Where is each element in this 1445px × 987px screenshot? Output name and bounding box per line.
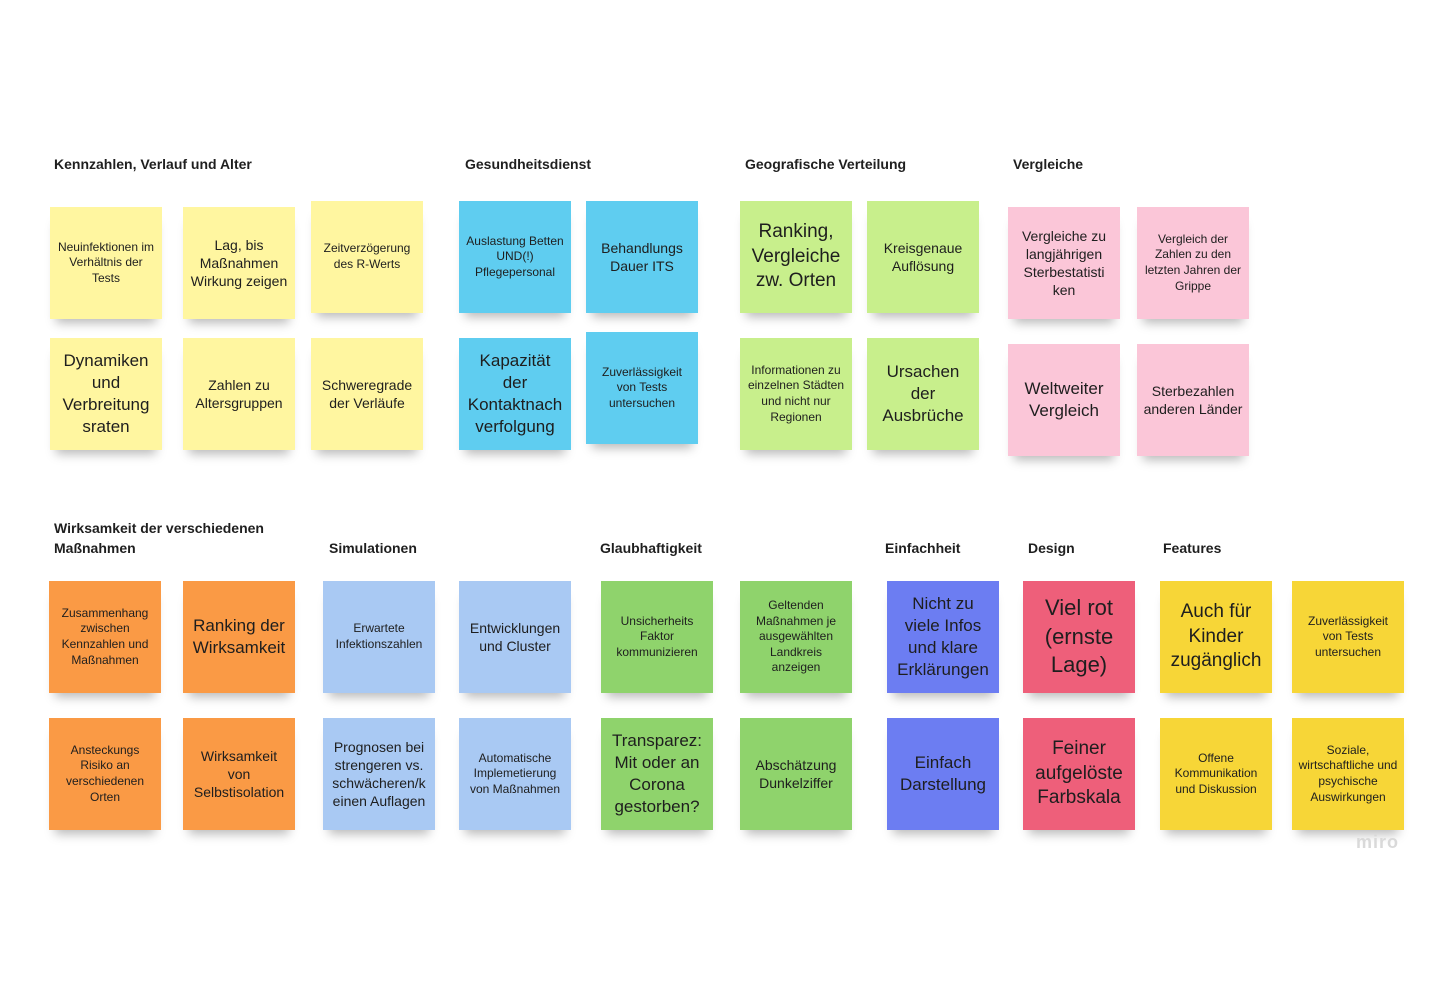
sticky-note-text: Vergleich der Zahlen zu den letzten Jahr… (1144, 231, 1242, 293)
sticky-note[interactable]: Auch für Kinder zugänglich (1160, 581, 1272, 693)
miro-logo: miro (1356, 832, 1400, 852)
sticky-note[interactable]: Prognosen bei strengeren vs. schwächeren… (323, 718, 435, 830)
sticky-note-text: Ranking, Vergleiche zw. Orten (751, 220, 841, 292)
sticky-note[interactable]: Automatische Implemetierung von Maßnahme… (459, 718, 571, 830)
sticky-note[interactable]: Zahlen zu Altersgruppen (183, 338, 295, 450)
sticky-note-text: Zeitverzögerung des R-Werts (323, 241, 411, 271)
sticky-note[interactable]: Informationen zu einzelnen Städten und n… (740, 338, 852, 450)
sticky-note-text: Wirksamkeit von Selbstisolation (193, 747, 285, 801)
sticky-note[interactable]: Lag, bis Maßnahmen Wirkung zeigen (183, 207, 295, 319)
sticky-note-text: Ansteckungs Risiko an verschiedenen Orte… (65, 742, 145, 804)
section-heading-vergleiche: Vergleiche (1013, 156, 1084, 172)
section-heading-einfachheit: Einfachheit (885, 540, 961, 556)
section-heading-geografische-verteilung: Geografische Verteilung (745, 156, 907, 172)
sticky-note[interactable]: Weltweiter Vergleich (1008, 344, 1120, 456)
sticky-note[interactable]: Vergleich der Zahlen zu den letzten Jahr… (1137, 207, 1249, 319)
sticky-note[interactable]: Ansteckungs Risiko an verschiedenen Orte… (49, 718, 161, 830)
sticky-note-text: Lag, bis Maßnahmen Wirkung zeigen (190, 236, 288, 290)
sticky-note[interactable]: Behandlungs Dauer ITS (586, 201, 698, 313)
section-heading-simulationen: Simulationen (329, 540, 417, 556)
sticky-note-text: Neuinfektionen im Verhältnis der Tests (57, 239, 155, 285)
section-heading-wirksamkeit: Wirksamkeit der verschiedenen Maßnahmen (54, 520, 264, 556)
sticky-note-text: Zuverlässigkeit von Tests untersuchen (601, 364, 683, 410)
sticky-note-text: Weltweiter Vergleich (1024, 378, 1104, 420)
sticky-note[interactable]: Vergleiche zu langjährigen Sterbestatist… (1008, 207, 1120, 319)
section-heading-design: Design (1028, 540, 1075, 556)
sticky-note-text: Vergleiche zu langjährigen Sterbestatist… (1021, 227, 1107, 299)
sticky-note[interactable]: Viel rot (ernste Lage) (1023, 581, 1135, 693)
sticky-note-text: Transparez: Mit oder an Corona gestorben… (611, 730, 703, 817)
sticky-note[interactable]: Ranking der Wirksamkeit (183, 581, 295, 693)
sticky-note[interactable]: Unsicherheits Faktor kommunizieren (601, 581, 713, 693)
section-heading-features: Features (1163, 540, 1222, 556)
sticky-note-text: Viel rot (ernste Lage) (1044, 595, 1114, 678)
sticky-note[interactable]: Abschätzung Dunkelziffer (740, 718, 852, 830)
sticky-note-text: Informationen zu einzelnen Städten und n… (747, 362, 845, 424)
sticky-note-text: Abschätzung Dunkelziffer (755, 756, 837, 791)
sticky-note[interactable]: Kreisgenaue Auflösung (867, 201, 979, 313)
sticky-note[interactable]: Offene Kommunikation und Diskussion (1160, 718, 1272, 830)
sticky-note-text: Dynamiken und Verbreitung sraten (62, 350, 150, 437)
section-heading-gesundheitsdienst: Gesundheitsdienst (465, 156, 592, 172)
sticky-note-text: Auslastung Betten UND(!) Pflegepersonal (466, 233, 564, 279)
sticky-note-text: Automatische Implemetierung von Maßnahme… (469, 750, 561, 796)
sticky-note[interactable]: Sterbezahlen anderen Länder (1137, 344, 1249, 456)
sticky-note-text: Einfach Darstellung (900, 752, 986, 794)
sticky-note-text: Ursachen der Ausbrüche (882, 361, 964, 426)
sticky-note-text: Entwicklungen und Cluster (469, 619, 561, 654)
sticky-note[interactable]: Zeitverzögerung des R-Werts (311, 201, 423, 313)
sticky-note[interactable]: Transparez: Mit oder an Corona gestorben… (601, 718, 713, 830)
sticky-note[interactable]: Neuinfektionen im Verhältnis der Tests (50, 207, 162, 319)
sticky-note-text: Zusammenhang zwischen Kennzahlen und Maß… (61, 605, 149, 667)
sticky-note[interactable]: Wirksamkeit von Selbstisolation (183, 718, 295, 830)
sticky-note[interactable]: Kapazität der Kontaktnach verfolgung (459, 338, 571, 450)
sticky-note[interactable]: Zuverlässigkeit von Tests untersuchen (1292, 581, 1404, 693)
sticky-note[interactable]: Einfach Darstellung (887, 718, 999, 830)
sticky-note-text: Kapazität der Kontaktnach verfolgung (467, 350, 563, 437)
section-heading-kennzahlen: Kennzahlen, Verlauf und Alter (54, 156, 252, 172)
sticky-note[interactable]: Geltenden Maßnahmen je ausgewählten Land… (740, 581, 852, 693)
sticky-note-text: Ranking der Wirksamkeit (192, 615, 286, 657)
sticky-note-text: Auch für Kinder zugänglich (1170, 600, 1262, 672)
sticky-note[interactable]: Soziale, wirtschaftliche und psychische … (1292, 718, 1404, 830)
sticky-note[interactable]: Nicht zu viele Infos und klare Erklärung… (887, 581, 999, 693)
sticky-note[interactable]: Entwicklungen und Cluster (459, 581, 571, 693)
sticky-note[interactable]: Zusammenhang zwischen Kennzahlen und Maß… (49, 581, 161, 693)
sticky-note-text: Kreisgenaue Auflösung (883, 239, 963, 274)
sticky-note-text: Geltenden Maßnahmen je ausgewählten Land… (755, 598, 837, 675)
sticky-note[interactable]: Ursachen der Ausbrüche (867, 338, 979, 450)
sticky-note-text: Prognosen bei strengeren vs. schwächeren… (332, 738, 426, 810)
sticky-note-text: Behandlungs Dauer ITS (601, 239, 683, 274)
sticky-note-text: Soziale, wirtschaftliche und psychische … (1298, 742, 1398, 804)
sticky-note-text: Zahlen zu Altersgruppen (195, 376, 283, 411)
sticky-note[interactable]: Erwartete Infektionszahlen (323, 581, 435, 693)
sticky-note-text: Offene Kommunikation und Diskussion (1174, 750, 1258, 796)
sticky-note[interactable]: Auslastung Betten UND(!) Pflegepersonal (459, 201, 571, 313)
sticky-note[interactable]: Zuverlässigkeit von Tests untersuchen (586, 332, 698, 444)
sticky-note-text: Schweregrade der Verläufe (321, 376, 413, 411)
sticky-note-text: Feiner aufgelöste Farbskala (1035, 737, 1123, 809)
sticky-note[interactable]: Ranking, Vergleiche zw. Orten (740, 201, 852, 313)
sticky-note-text: Unsicherheits Faktor kommunizieren (616, 613, 698, 659)
section-heading-glaubhaftigkeit: Glaubhaftigkeit (600, 540, 702, 556)
sticky-note-text: Zuverlässigkeit von Tests untersuchen (1307, 613, 1389, 659)
sticky-note-text: Sterbezahlen anderen Länder (1143, 382, 1243, 417)
sticky-note[interactable]: Dynamiken und Verbreitung sraten (50, 338, 162, 450)
sticky-note-text: Erwartete Infektionszahlen (335, 621, 423, 651)
sticky-note[interactable]: Feiner aufgelöste Farbskala (1023, 718, 1135, 830)
sticky-note[interactable]: Schweregrade der Verläufe (311, 338, 423, 450)
sticky-note-text: Nicht zu viele Infos und klare Erklärung… (897, 593, 989, 680)
